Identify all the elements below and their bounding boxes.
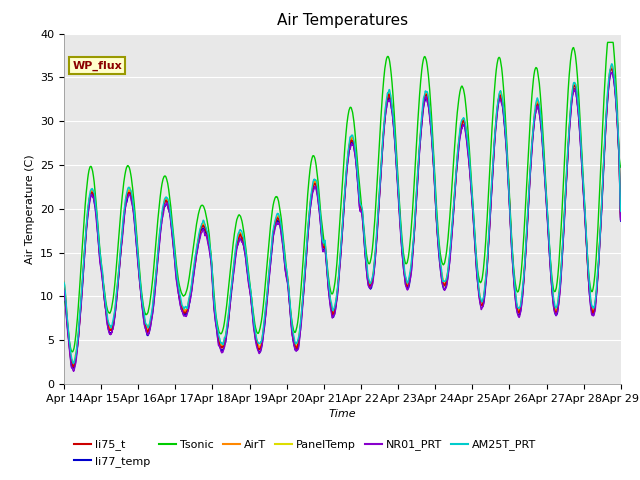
Title: Air Temperatures: Air Temperatures: [277, 13, 408, 28]
Y-axis label: Air Temperature (C): Air Temperature (C): [24, 154, 35, 264]
Legend: li75_t, li77_temp, Tsonic, AirT, PanelTemp, NR01_PRT, AM25T_PRT: li75_t, li77_temp, Tsonic, AirT, PanelTe…: [70, 435, 541, 471]
X-axis label: Time: Time: [328, 409, 356, 419]
Text: WP_flux: WP_flux: [72, 60, 122, 71]
